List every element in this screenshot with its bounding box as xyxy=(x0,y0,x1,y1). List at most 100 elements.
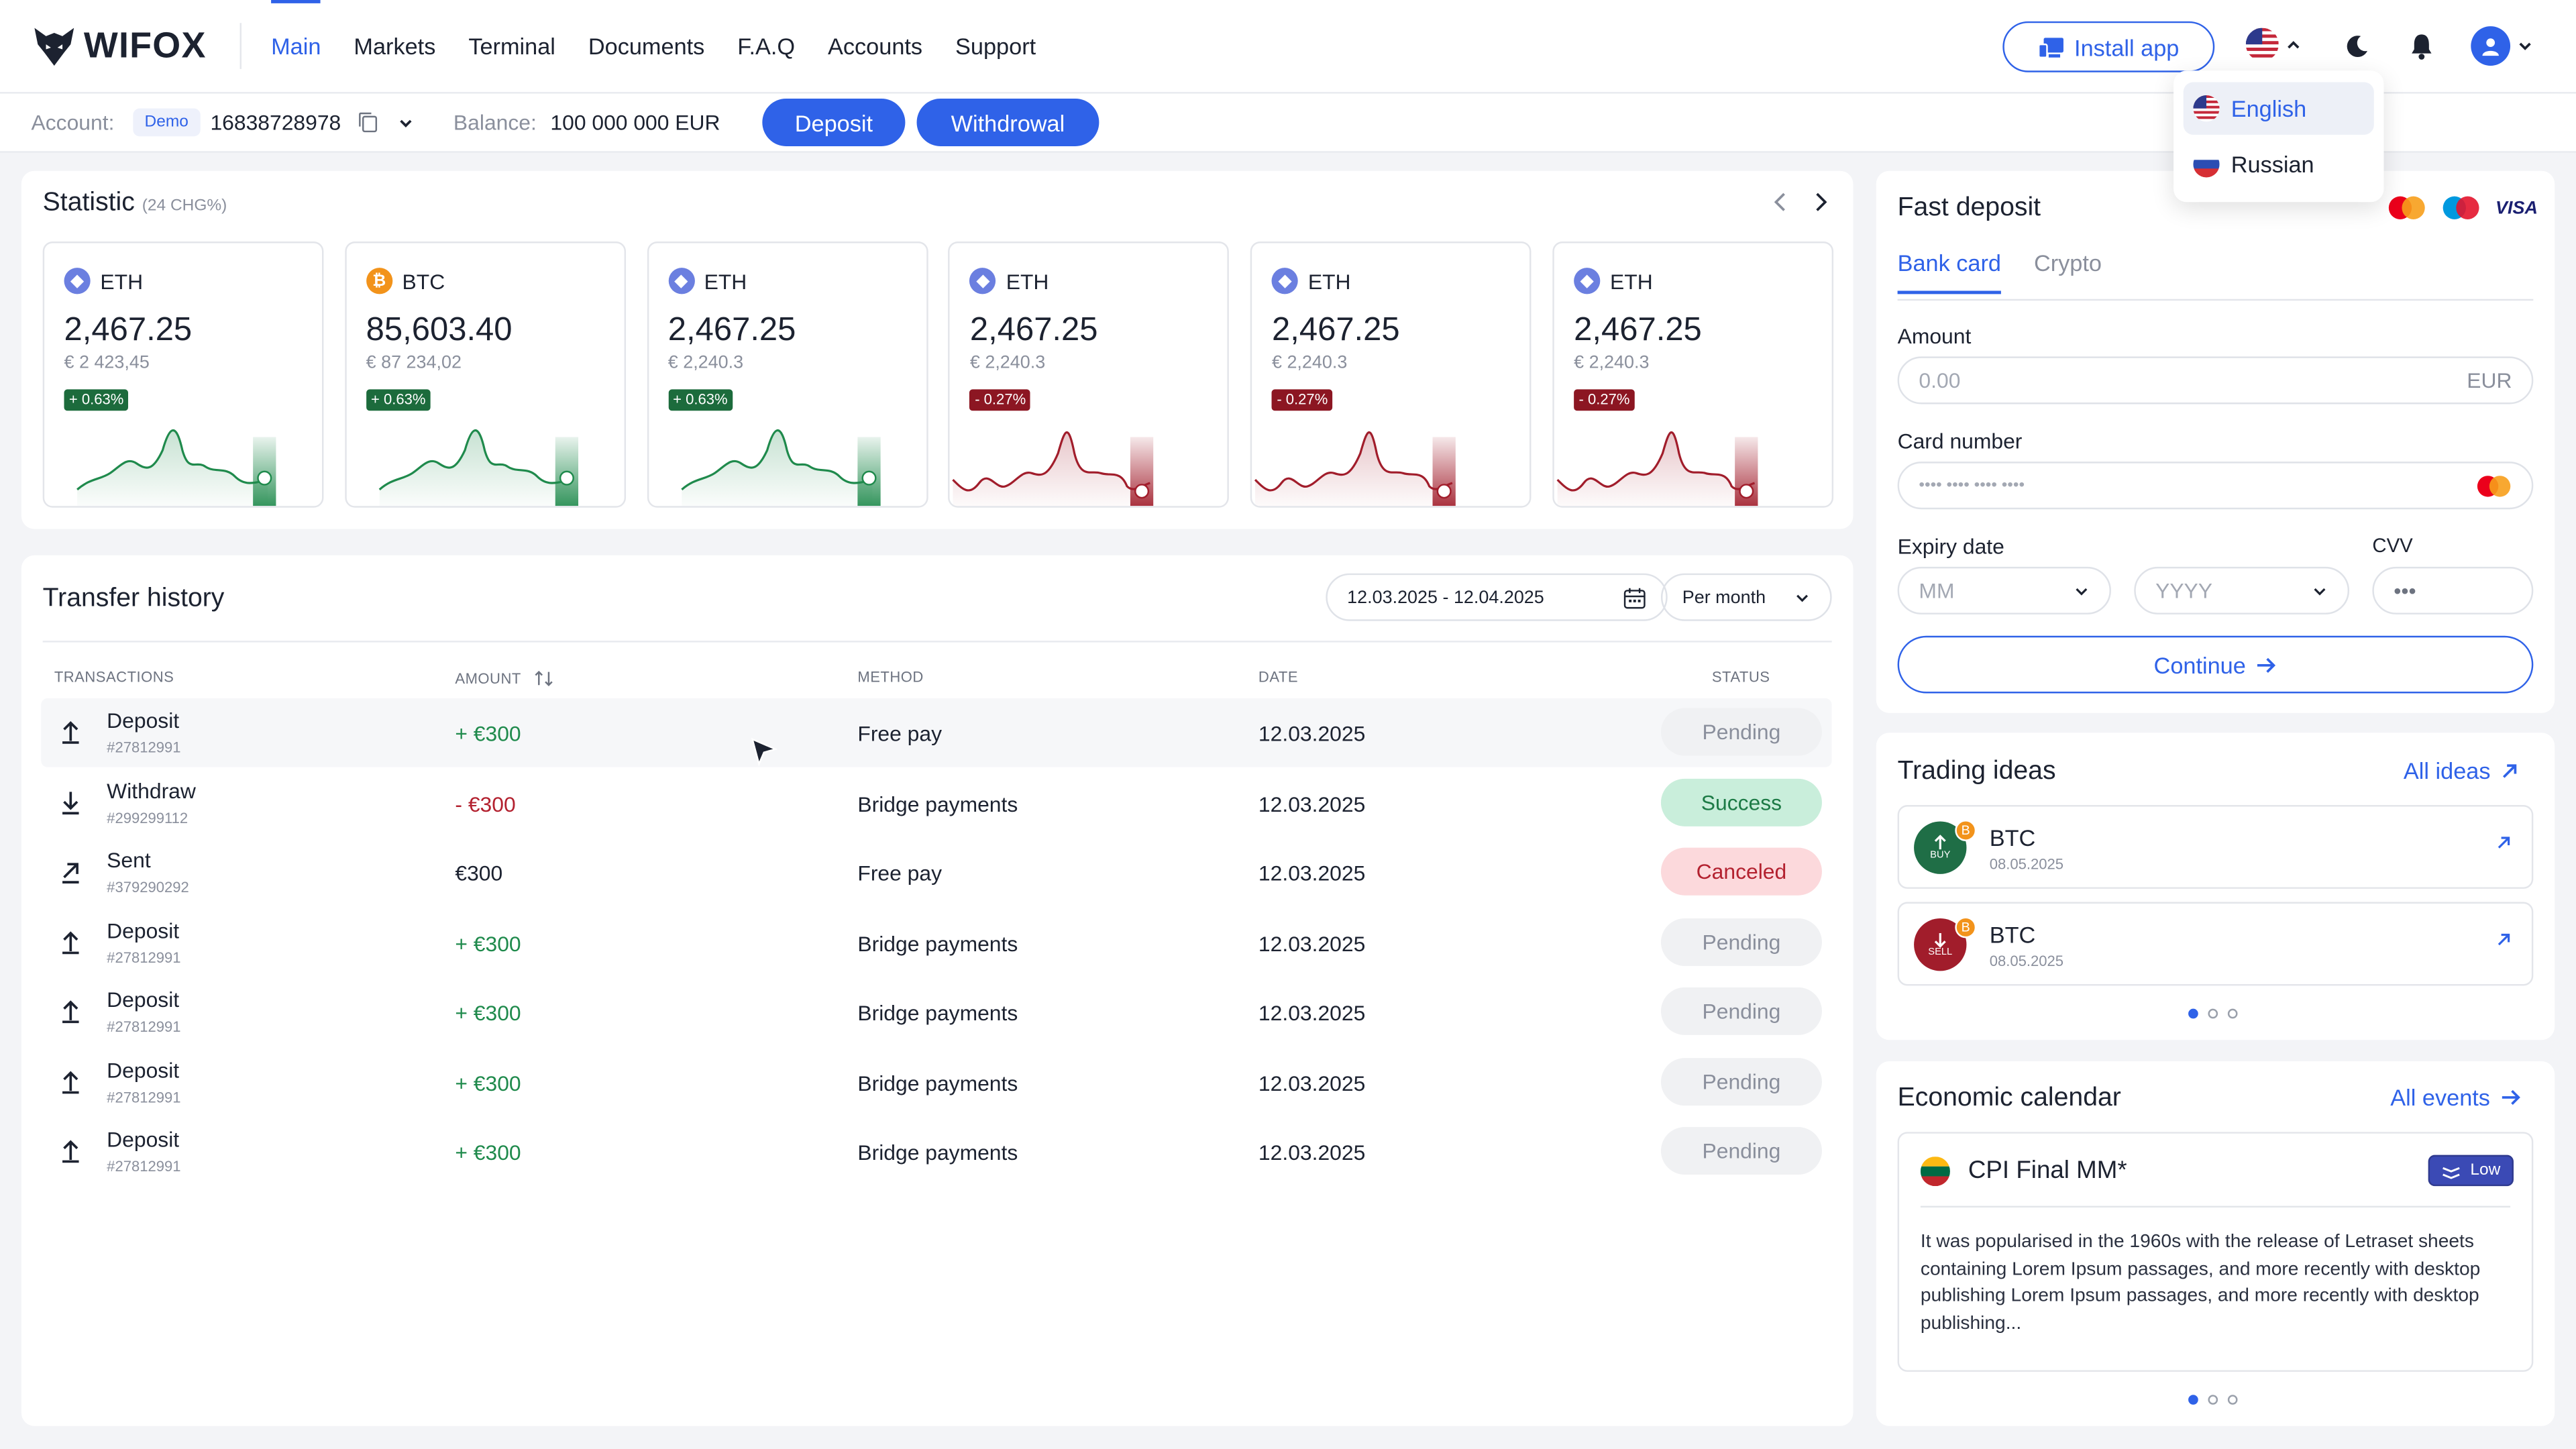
language-option-english[interactable]: English xyxy=(2183,82,2374,135)
all-ideas-label: All ideas xyxy=(2403,757,2491,784)
currency-label: EUR xyxy=(2467,368,2512,393)
withdrawal-button[interactable]: Withdrowal xyxy=(916,98,1099,146)
brand-logo[interactable]: WIFOX xyxy=(32,23,207,69)
change-badge: + 0.63% xyxy=(366,389,431,411)
sparkline-chart xyxy=(1254,431,1456,506)
bell-icon[interactable] xyxy=(2404,28,2440,64)
language-option-label: English xyxy=(2231,95,2307,122)
sparkline-area xyxy=(77,430,268,506)
nav-item-terminal[interactable]: Terminal xyxy=(468,32,555,60)
all-ideas-link[interactable]: All ideas xyxy=(2404,757,2518,784)
cvv-input[interactable]: ••• xyxy=(2372,566,2534,614)
all-events-link[interactable]: All events xyxy=(2390,1084,2521,1111)
chevron-left-icon[interactable] xyxy=(1771,191,1790,213)
column-header-amount[interactable]: AMOUNT xyxy=(455,669,553,688)
sort-icon xyxy=(535,670,553,686)
arrow-up-icon xyxy=(62,1140,79,1163)
table-row[interactable]: Deposit #27812991 + €300 Bridge payments 12.… xyxy=(41,977,1831,1046)
coin-price-eur: € 2,240.3 xyxy=(667,353,744,373)
date-range-picker[interactable]: 12.03.2025 - 12.04.2025 xyxy=(1326,573,1668,621)
table-row[interactable]: Sent #379290292 €300 Free pay 12.03.2025 Canc… xyxy=(41,838,1831,907)
table-row[interactable]: Deposit #27812991 + €300 Bridge payments 12.… xyxy=(41,1047,1831,1116)
moon-icon[interactable] xyxy=(2339,28,2375,64)
transaction-type: Deposit xyxy=(107,987,180,1012)
cvv-placeholder: ••• xyxy=(2394,578,2416,603)
table-row[interactable]: Withdraw #299299112 - €300 Bridge payments 1… xyxy=(41,768,1831,837)
event-description: It was popularised in the 1960s with the… xyxy=(1920,1232,2481,1334)
statistic-tile[interactable]: ₿ BTC 85,603.40 € 87 234,02 + 0.63% xyxy=(344,241,626,508)
amount-input[interactable]: 0.00 EUR xyxy=(1897,356,2534,405)
transaction-type: Sent xyxy=(107,847,151,873)
transaction-date: 12.03.2025 xyxy=(1258,721,1366,746)
trading-ideas-title: Trading ideas xyxy=(1897,757,2056,786)
install-app-button[interactable]: Install app xyxy=(2002,21,2215,72)
trading-idea-item[interactable]: BUY B BTC 08.05.2025 xyxy=(1897,805,2534,889)
period-select[interactable]: Per month xyxy=(1660,573,1832,621)
brand-name: WIFOX xyxy=(83,24,207,66)
expiry-year-placeholder: YYYY xyxy=(2155,578,2213,603)
pager-dot[interactable] xyxy=(2227,1395,2238,1405)
language-option-label: Russian xyxy=(2231,151,2314,178)
sparkline-end-point xyxy=(559,470,574,486)
pager-dot[interactable] xyxy=(2208,1395,2218,1405)
statistic-tile[interactable]: ◆ ETH 2,467.25 € 2,240.3 - 0.27% xyxy=(949,241,1230,508)
table-row[interactable]: Deposit #27812991 + €300 Free pay 12.03.2025… xyxy=(41,698,1832,767)
statistic-tile[interactable]: ◆ ETH 2,467.25 € 2 423,45 + 0.63% xyxy=(42,241,324,508)
sparkline-line xyxy=(378,429,570,491)
economic-event-card[interactable]: CPI Final MM* Low It was popularised in … xyxy=(1897,1132,2534,1372)
pager-dot[interactable] xyxy=(2208,1008,2218,1019)
nav-item-faq[interactable]: F.A.Q xyxy=(737,32,796,60)
copy-icon[interactable] xyxy=(358,112,378,133)
coin-symbol: ◆ ETH xyxy=(1574,268,1653,294)
all-events-label: All events xyxy=(2390,1084,2490,1111)
fox-logo-icon xyxy=(34,28,74,66)
expiry-month-select[interactable]: MM xyxy=(1897,566,2111,614)
nav-item-documents[interactable]: Documents xyxy=(588,32,705,60)
pager-dot[interactable] xyxy=(2227,1008,2238,1019)
transaction-id: #27812991 xyxy=(107,1088,181,1105)
buy-badge: BUY xyxy=(1914,821,1967,874)
column-header-amount-label: AMOUNT xyxy=(455,670,521,687)
card-number-placeholder: •••• •••• •••• •••• xyxy=(1919,476,2025,495)
account-bar: Account: Demo 16838728978 Balance: 100 0… xyxy=(0,93,2576,153)
language-option-russian[interactable]: Russian xyxy=(2184,138,2374,191)
transaction-amount: + €300 xyxy=(455,721,521,746)
nav-item-markets[interactable]: Markets xyxy=(354,32,436,60)
arrow-up-right-icon[interactable] xyxy=(2496,835,2512,851)
nav-item-accounts[interactable]: Accounts xyxy=(828,32,923,60)
account-chevron-down-icon[interactable] xyxy=(398,115,414,131)
arrow-down-icon xyxy=(62,791,79,814)
amount-label: Amount xyxy=(1897,323,1972,349)
statistic-pager xyxy=(1771,191,1830,213)
transaction-date: 12.03.2025 xyxy=(1258,1140,1366,1165)
user-menu[interactable] xyxy=(2471,26,2533,66)
continue-button[interactable]: Continue xyxy=(1897,635,2534,694)
lithuania-flag-icon xyxy=(1920,1157,1950,1187)
tab-bank-card[interactable]: Bank card xyxy=(1897,250,2001,294)
chevron-right-icon[interactable] xyxy=(1811,191,1830,213)
language-selector[interactable] xyxy=(2245,28,2302,61)
tab-crypto[interactable]: Crypto xyxy=(2033,250,2102,276)
nav-item-support[interactable]: Support xyxy=(955,32,1036,60)
statistic-tile[interactable]: ◆ ETH 2,467.25 € 2,240.3 - 0.27% xyxy=(1552,241,1834,508)
sparkline-line xyxy=(1556,431,1756,492)
coin-price-eur: € 2,240.3 xyxy=(1271,353,1348,373)
nav-item-main[interactable]: Main xyxy=(271,0,322,94)
pager-dot[interactable] xyxy=(2188,1395,2198,1405)
bitcoin-icon: B xyxy=(1955,820,1977,841)
trading-idea-item[interactable]: SELL B BTC 08.05.2025 xyxy=(1897,902,2534,986)
russia-flag-icon xyxy=(2193,151,2220,178)
pager-dot[interactable] xyxy=(2188,1008,2198,1019)
table-row[interactable]: Deposit #27812991 + €300 Bridge payments 12.… xyxy=(41,908,1831,977)
card-number-input[interactable]: •••• •••• •••• •••• xyxy=(1897,462,2534,510)
sparkline-chart xyxy=(953,431,1155,506)
trading-idea-date: 08.05.2025 xyxy=(1989,855,2064,873)
table-row[interactable]: Deposit #27812991 + €300 Bridge payments 12.… xyxy=(41,1117,1831,1186)
expiry-year-select[interactable]: YYYY xyxy=(2134,566,2350,614)
statistic-tile[interactable]: ◆ ETH 2,467.25 € 2,240.3 - 0.27% xyxy=(1250,241,1532,508)
arrow-up-right-icon[interactable] xyxy=(2496,932,2512,948)
deposit-button[interactable]: Deposit xyxy=(762,98,906,146)
statistic-tile[interactable]: ◆ ETH 2,467.25 € 2,240.3 + 0.63% xyxy=(646,241,928,508)
transaction-type: Deposit xyxy=(107,1127,180,1152)
